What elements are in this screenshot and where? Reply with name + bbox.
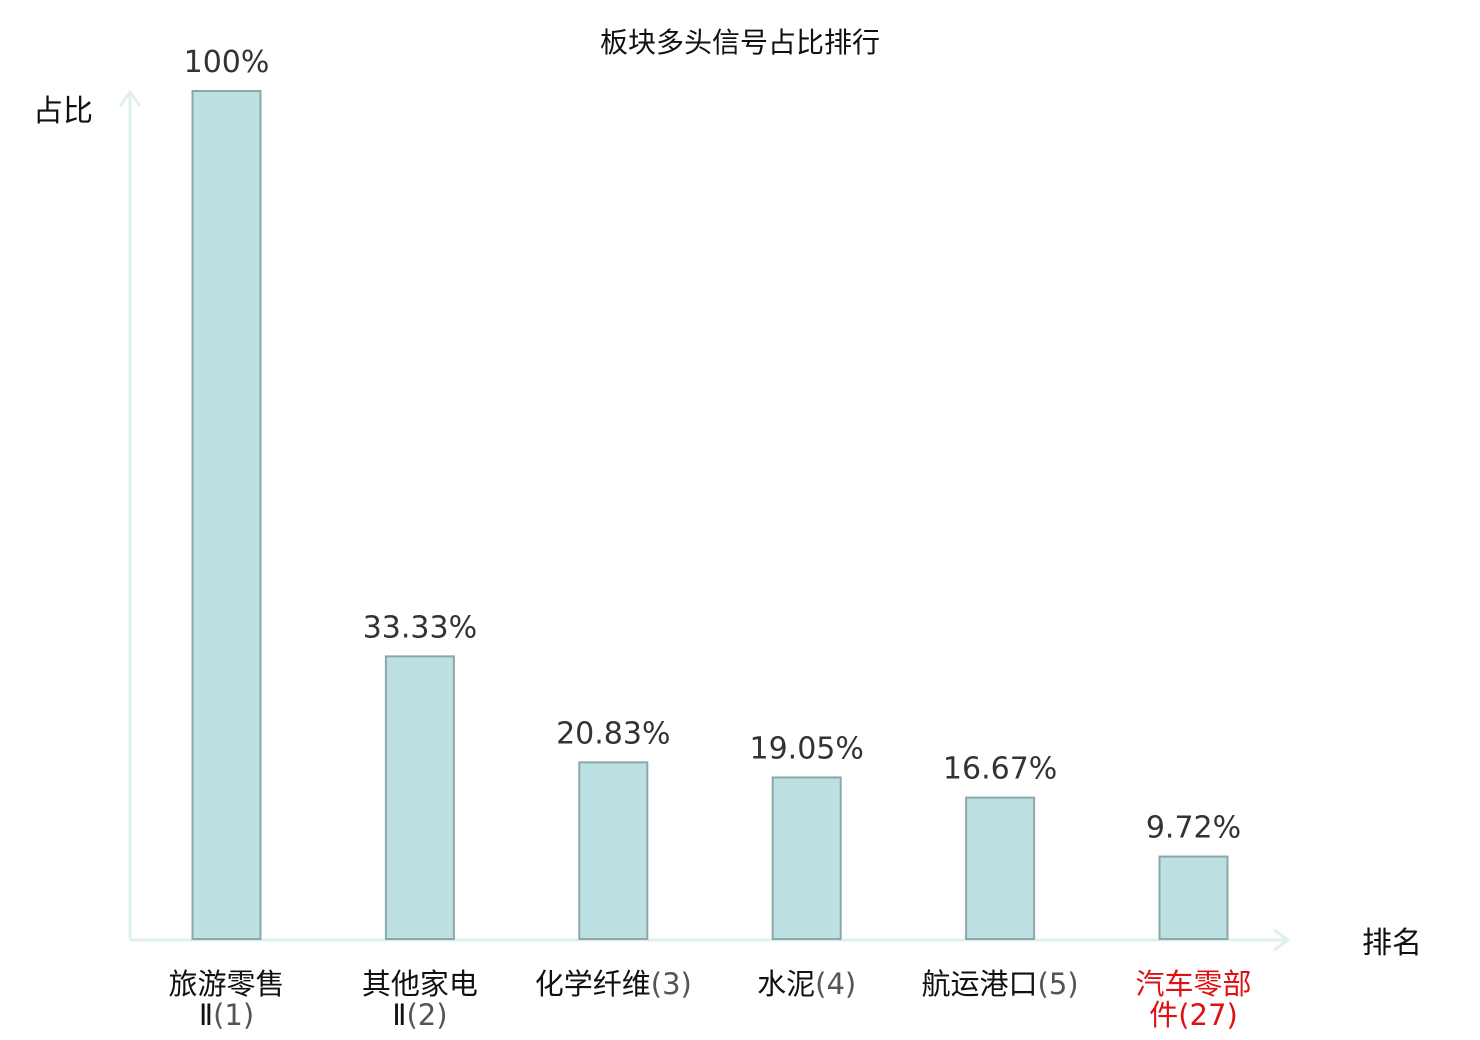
value-labels-group: 100% 33.33% 20.83% 19.05% 16.67% 9.72%: [184, 45, 1242, 846]
x-axis-arrow: [1273, 928, 1291, 952]
y-axis-arrow: [118, 89, 142, 107]
bar-4: [771, 776, 842, 940]
category-label-3: 化学纤维(3): [535, 967, 692, 1001]
category-label-2: 其他家电: [362, 967, 478, 1001]
value-label-4: 19.05%: [750, 731, 864, 766]
chart-title: 板块多头信号占比排行: [600, 26, 880, 59]
bar-6: [1158, 855, 1229, 940]
value-label-5: 16.67%: [943, 752, 1057, 787]
category-label-6: 汽车零部: [1135, 967, 1251, 1001]
x-axis-label: 排名: [1362, 926, 1422, 961]
value-label-2: 33.33%: [363, 610, 477, 645]
value-label-1: 100%: [184, 45, 270, 80]
bars-group: [191, 90, 1229, 941]
category-label-2-line2: Ⅱ(2): [392, 998, 447, 1032]
axes: [118, 89, 1291, 952]
category-label-5: 航运港口(5): [922, 967, 1079, 1001]
category-label-4: 水泥(4): [757, 967, 856, 1001]
bar-2: [384, 655, 455, 940]
bar-5: [965, 796, 1036, 941]
category-label-6-line2: 件(27): [1149, 998, 1238, 1032]
category-label-1-line2: Ⅱ(1): [199, 998, 254, 1032]
value-label-3: 20.83%: [556, 716, 670, 751]
bar-3: [578, 761, 649, 940]
y-axis-label: 占比: [33, 94, 93, 129]
bar-1: [191, 90, 262, 940]
category-label-1: 旅游零售: [168, 967, 284, 1001]
value-label-6: 9.72%: [1146, 811, 1241, 846]
